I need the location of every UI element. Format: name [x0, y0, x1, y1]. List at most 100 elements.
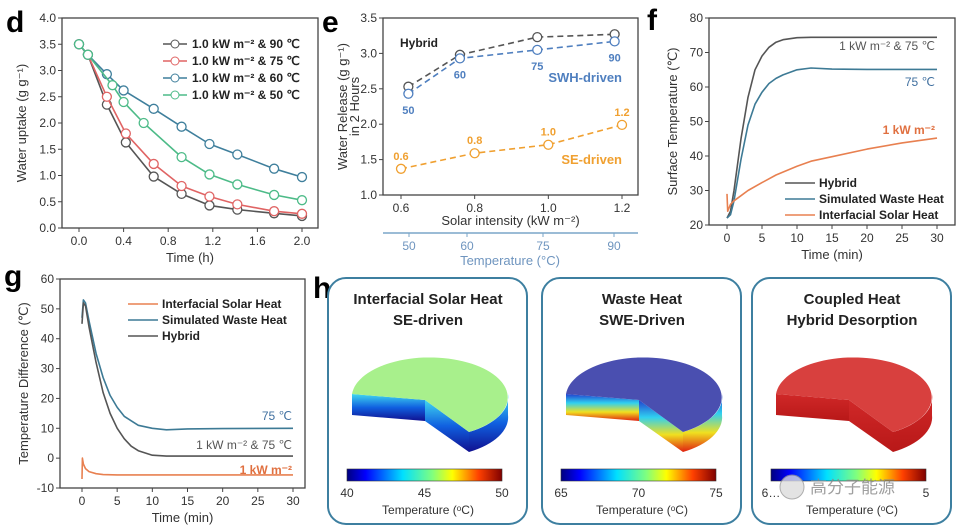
colorbar: [346, 468, 503, 482]
x-axis-label: Time (h): [166, 250, 214, 265]
x-axis-label: Time (min): [801, 247, 863, 262]
legend-entry: Hybrid: [162, 329, 200, 343]
y-tick-label: 0.0: [39, 221, 56, 235]
series-line-1: [726, 67, 937, 219]
y-axis-label: Temperature Difference (℃): [16, 302, 31, 464]
disk-side-left: [352, 394, 425, 421]
y-tick-label: 50: [41, 302, 55, 316]
disk-side-outer: [683, 394, 723, 452]
x-tick-label: 25: [251, 494, 265, 508]
series-line-0: [726, 36, 937, 219]
series-line-2: [78, 43, 303, 178]
data-point: [204, 169, 215, 180]
y-tick-label: 2.0: [39, 116, 56, 130]
x-tick-label: 5: [759, 231, 766, 245]
curve-annotation: 1 kW m⁻² & 75 ℃: [196, 438, 292, 452]
chart-g: 0 5 10 15 20 25 30 -10 0 10 20 30 40 50 60 Time (min) Te…: [16, 272, 306, 525]
x-tick-label: 5: [114, 494, 121, 508]
y-tick-label: 10: [41, 421, 55, 435]
data-point: [232, 179, 243, 190]
x-tick-label: 30: [286, 494, 300, 508]
series-line-0: [81, 457, 293, 480]
x-tick-label: 0.6: [393, 201, 410, 215]
colorbar: [560, 468, 717, 482]
x-tick-label: 0: [79, 494, 86, 508]
data-point: [176, 180, 187, 192]
y-tick-label: 3.5: [39, 37, 56, 51]
data-point: [148, 171, 159, 182]
box-title: Interfacial Solar Heat: [353, 291, 502, 308]
point-label: 1.2: [614, 107, 629, 119]
colorbar-tick-label: 50: [495, 486, 509, 500]
temperature-axis-label: Temperature (°C): [460, 253, 560, 268]
simulation-box-1: Interfacial Solar Heat SE-driven 40 45 50 Tem…: [327, 277, 528, 525]
temperature-tick-label: 60: [460, 239, 474, 253]
y-tick-label: 1.5: [360, 153, 377, 167]
colorbar-label: Temperature (ᵒC): [382, 503, 474, 517]
x-tick-label: 2.0: [294, 234, 311, 248]
y-tick-label: 20: [690, 218, 704, 232]
x-tick-label: 0.0: [71, 234, 88, 248]
simulation-box-2: Waste Heat SWE-Driven 65 70 75 Temperature (ᵒ…: [541, 277, 742, 525]
series-line-2: [81, 302, 293, 457]
x-tick-label: 10: [146, 494, 160, 508]
charts-layer: 0.0 0.4 0.8 1.2 1.6 2.0 0.0 0.5 1.0 1.5 2.0 2.5 3.0 3…: [14, 11, 956, 525]
data-point: [296, 208, 308, 219]
y-tick-label: 2.5: [360, 82, 377, 96]
y-tick-label: 3.0: [39, 64, 56, 78]
box-subtitle: SE-driven: [393, 312, 463, 329]
colorbar-tick-label: 5: [923, 486, 930, 500]
data-point: [395, 163, 407, 174]
temperature-tick-label: 90: [607, 239, 621, 253]
colorbar-tick-label: 6…: [762, 486, 781, 500]
y-tick-label: 0: [47, 451, 54, 465]
legend-marker: [170, 39, 180, 49]
disk-side-left: [776, 394, 849, 421]
disk-side-right: [639, 400, 683, 452]
point-label: 75: [531, 61, 543, 73]
plot-frame: [382, 17, 639, 196]
y-axis-label: Surface Temperature (℃): [665, 47, 680, 195]
panel-letter-h: h: [313, 272, 331, 305]
y-tick-label: 2.0: [360, 117, 377, 131]
box-subtitle: SWE-Driven: [599, 312, 685, 329]
data-point: [268, 189, 280, 201]
series-line-1: [407, 40, 615, 95]
data-point: [101, 91, 113, 102]
data-point: [543, 139, 554, 150]
data-point: [268, 206, 280, 217]
disk-side-outer: [469, 394, 509, 452]
y-tick-label: 1.5: [39, 142, 56, 156]
y-axis-label: Water uptake (g g⁻¹): [14, 64, 29, 182]
point-label: 0.8: [467, 135, 482, 147]
data-point: [82, 49, 94, 60]
y-tick-label: 3.0: [360, 46, 377, 60]
legend-marker: [170, 73, 180, 83]
watermark: 高分子能源: [779, 474, 895, 500]
panel-letter-f: f: [647, 4, 658, 37]
data-point: [296, 195, 308, 206]
data-point: [107, 80, 118, 91]
disk-model: [776, 357, 933, 452]
data-point: [232, 149, 243, 160]
colorbar-tick-label: 70: [632, 486, 646, 500]
temperature-tick-label: 50: [402, 239, 416, 253]
legend-marker: [170, 56, 180, 66]
data-point: [469, 148, 480, 159]
y-tick-label: 3.5: [360, 11, 377, 25]
x-axis-label: Time (min): [152, 510, 214, 525]
legend-entry: 1.0 kW m⁻² & 90 ℃: [192, 37, 300, 51]
legend-entry: Interfacial Solar Heat: [162, 297, 281, 311]
data-point: [204, 200, 215, 211]
x-tick-label: 1.0: [540, 201, 557, 215]
legend-entry: Simulated Waste Heat: [162, 313, 287, 327]
data-point: [120, 128, 131, 139]
panel-letter-g: g: [4, 260, 22, 293]
chart-e: 0.6 0.8 1.0 1.2 1.0 1.5 2.0 2.5 3.0 3.5 Solar inte…: [335, 11, 639, 268]
curve-annotation: 75 ℃: [262, 409, 292, 423]
curve-annotation: 75 ℃: [905, 75, 935, 89]
disk-model: [566, 357, 723, 452]
y-tick-label: -10: [37, 481, 55, 495]
y-tick-label: 0.5: [39, 195, 56, 209]
